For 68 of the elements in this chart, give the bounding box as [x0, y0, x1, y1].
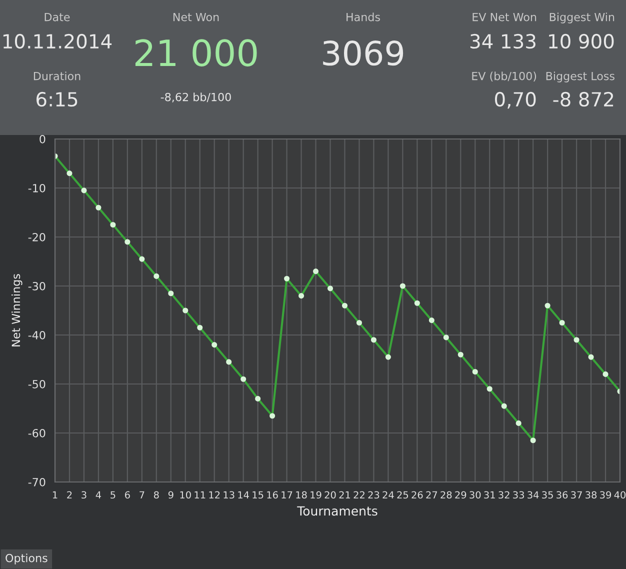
y-tick-label: -60: [28, 428, 46, 438]
x-tick-label: 27: [426, 491, 438, 498]
x-tick-label: 7: [140, 491, 144, 498]
x-tick-label: 24: [382, 491, 394, 498]
text: 34 133: [470, 34, 536, 49]
x-tick-label: 5: [110, 491, 116, 499]
x-tick-label: 16: [267, 491, 278, 499]
text: Options: [6, 554, 48, 564]
text: -8,62 bb/100: [160, 92, 231, 102]
text: Date: [44, 12, 70, 22]
text: 0,70: [494, 92, 536, 109]
x-tick-label: 40: [614, 491, 626, 499]
x-tick-label: 1: [52, 491, 58, 498]
x-tick-label: 20: [324, 491, 336, 499]
text: Hands: [346, 12, 380, 22]
y-tick-label: -40: [28, 330, 46, 340]
x-tick-label: 39: [600, 491, 612, 499]
x-tick-label: 38: [586, 491, 597, 499]
x-tick-label: 34: [528, 491, 539, 499]
y-axis-title: Net Winnings: [12, 274, 22, 346]
y-tick-label: -30: [28, 282, 46, 290]
x-tick-label: 17: [282, 491, 292, 498]
text: -8 872: [553, 92, 614, 107]
x-tick-label: 15: [252, 491, 264, 499]
x-tick-label: 30: [470, 491, 481, 499]
x-tick-label: 2: [67, 491, 72, 498]
x-tick-label: 8: [154, 491, 159, 499]
x-tick-label: 21: [339, 491, 350, 498]
x-tick-label: 22: [354, 491, 364, 498]
text: Duration: [34, 72, 80, 80]
x-tick-label: 23: [368, 491, 380, 499]
text: 3069: [323, 40, 404, 66]
text: Net Won: [173, 12, 219, 22]
text: Biggest Win: [550, 12, 614, 24]
y-tick-label: -10: [28, 184, 46, 192]
text: EV Net Won: [472, 12, 536, 22]
x-tick-label: 32: [498, 491, 510, 499]
x-axis-title: Tournaments: [297, 506, 378, 516]
x-tick-label: 3: [82, 491, 86, 499]
x-tick-label: 33: [513, 491, 524, 499]
x-tick-label: 4: [96, 491, 102, 498]
y-tick-label: 0: [40, 134, 46, 144]
text: 10 900: [549, 34, 614, 49]
y-tick-label: -20: [28, 232, 46, 242]
text: Biggest Loss: [546, 72, 614, 82]
text: 21 000: [135, 39, 257, 66]
y-tick-label: -70: [28, 478, 46, 486]
text: 6:15: [36, 92, 78, 107]
x-tick-label: 10: [180, 491, 191, 499]
text: 10.11.2014: [3, 34, 112, 49]
text: EV (bb/100): [472, 72, 536, 82]
x-tick-label: 19: [310, 491, 322, 499]
x-tick-label: 36: [556, 491, 568, 499]
y-tick-label: -50: [28, 380, 46, 388]
x-tick-label: 26: [412, 491, 423, 499]
x-tick-label: 25: [397, 491, 408, 499]
x-tick-label: 12: [209, 491, 220, 498]
x-tick-label: 35: [542, 491, 553, 499]
x-tick-label: 37: [571, 491, 582, 499]
x-tick-label: 13: [224, 491, 234, 499]
x-tick-label: 18: [296, 491, 307, 499]
x-tick-label: 6: [125, 491, 130, 499]
x-tick-label: 9: [168, 491, 174, 499]
x-tick-label: 14: [238, 491, 249, 498]
x-tick-label: 29: [455, 491, 466, 499]
x-tick-label: 31: [484, 491, 495, 499]
x-tick-label: 11: [194, 491, 206, 498]
x-tick-label: 28: [440, 491, 452, 499]
